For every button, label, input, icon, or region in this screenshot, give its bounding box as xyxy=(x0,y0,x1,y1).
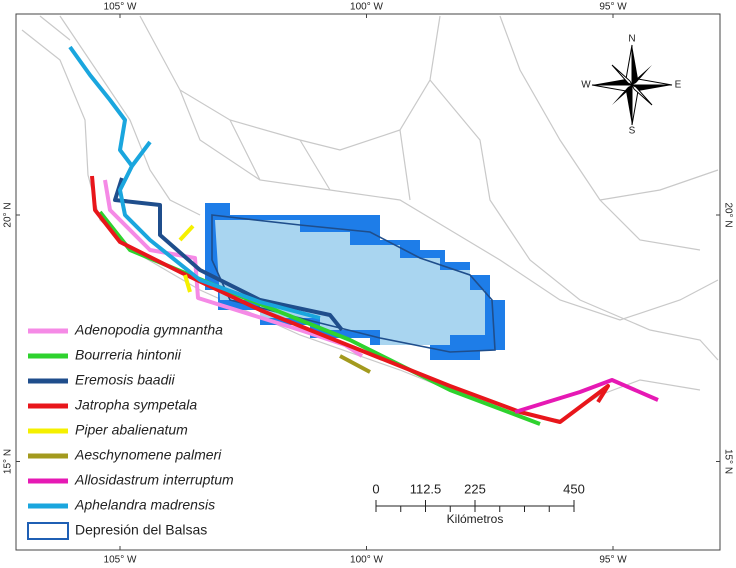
legend-label: Eremosis baadii xyxy=(75,372,175,388)
legend-label: Adenopodia gymnantha xyxy=(74,322,223,338)
scale-label: 112.5 xyxy=(410,481,442,496)
legend-label: Bourreria hintonii xyxy=(75,347,182,363)
lat-label: 15° N xyxy=(3,449,14,474)
species-range xyxy=(90,175,610,424)
compass-north: N xyxy=(628,34,635,45)
species-range xyxy=(514,378,659,414)
species-range xyxy=(178,224,195,293)
compass: N S E W xyxy=(581,34,681,137)
legend-swatch xyxy=(27,522,69,540)
legend-label: Aphelandra madrensis xyxy=(74,497,215,513)
lon-label: 100° W xyxy=(350,555,383,566)
species-ranges xyxy=(68,45,659,426)
lat-label: 20° N xyxy=(722,202,733,227)
legend-label: Depresión del Balsas xyxy=(75,522,207,538)
legend-label: Piper abalienatum xyxy=(75,422,188,438)
compass-east: E xyxy=(675,80,682,91)
lon-label: 105° W xyxy=(104,555,137,566)
legend-label: Jatropha sympetala xyxy=(74,397,197,413)
lon-label: 105° W xyxy=(104,2,137,13)
compass-west: W xyxy=(581,80,591,91)
lat-label: 20° N xyxy=(3,202,14,227)
lon-label: 100° W xyxy=(350,2,383,13)
compass-south: S xyxy=(629,126,636,137)
lon-label: 95° W xyxy=(599,2,627,13)
legend-label: Allosidastrum interruptum xyxy=(74,472,234,488)
scale-label: 225 xyxy=(464,481,486,496)
species-range xyxy=(339,354,371,374)
scale-label: 0 xyxy=(372,481,379,496)
scale-label: 450 xyxy=(563,481,585,496)
lon-label: 95° W xyxy=(599,555,627,566)
lat-label: 15° N xyxy=(722,449,733,474)
scale-unit: Kilómetros xyxy=(447,512,504,526)
legend-label: Aeschynomene palmeri xyxy=(74,447,222,463)
species-range xyxy=(68,45,321,320)
